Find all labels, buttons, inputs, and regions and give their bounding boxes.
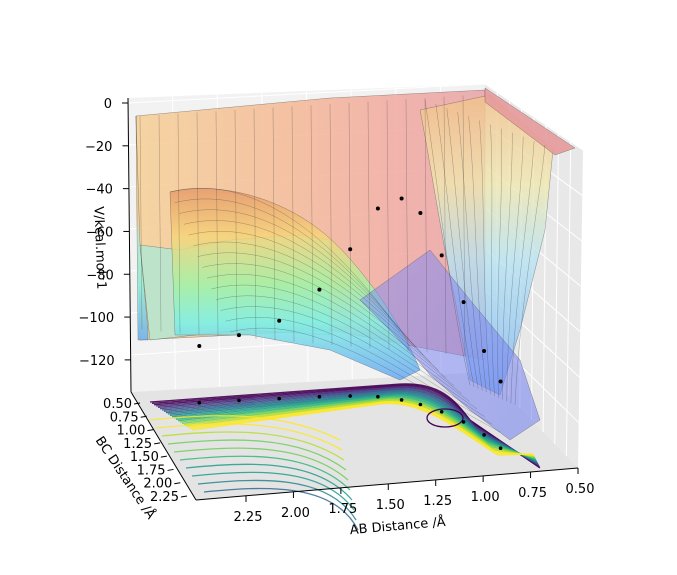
y-tick-mark — [154, 443, 160, 444]
x-tick-label: 2.25 — [234, 510, 263, 525]
trajectory-floor-point — [198, 401, 202, 405]
trajectory-point — [400, 197, 404, 201]
trajectory-floor-point — [440, 410, 444, 414]
trajectory-floor-point — [318, 395, 322, 399]
y-tick-mark — [181, 496, 187, 497]
z-tick-label: −20 — [85, 140, 112, 155]
y-tick-mark — [174, 483, 180, 484]
x-tick-label: 2.00 — [281, 506, 310, 521]
y-tick-mark — [147, 430, 153, 431]
y-tick-mark — [161, 456, 167, 457]
x-tick-label: 1.75 — [328, 502, 357, 517]
trajectory-point — [237, 333, 241, 337]
trajectory-point — [418, 211, 422, 215]
x-axis-label: AB Distance /Å — [349, 514, 446, 538]
trajectory-point — [499, 380, 503, 384]
x-tick-label: 1.00 — [471, 490, 500, 505]
trajectory-point — [348, 247, 352, 251]
trajectory-floor-point — [499, 446, 503, 450]
x-tick-label: 0.50 — [566, 482, 595, 497]
z-tick-label: 0 — [104, 97, 112, 112]
trajectory-floor-point — [277, 397, 281, 401]
trajectory-point — [462, 300, 466, 304]
z-tick-label: −120 — [79, 354, 115, 369]
trajectory-point — [482, 349, 486, 353]
trajectory-point — [376, 207, 380, 211]
trajectory-floor-point — [237, 399, 241, 403]
trajectory-floor-point — [419, 403, 423, 407]
trajectory-point — [277, 319, 281, 323]
x-tick-label: 1.25 — [423, 494, 452, 509]
x-tick-label: 1.50 — [376, 498, 405, 513]
y-tick-mark — [168, 469, 174, 470]
z-axis: 0−20−40−60−80−100−120 V/kcal.mol⁻1 — [79, 97, 131, 392]
trajectory-floor-point — [348, 394, 352, 398]
trajectory-point — [440, 253, 444, 257]
trajectory-point — [317, 288, 321, 292]
trajectory-point — [197, 344, 201, 348]
y-tick-label: 2.25 — [150, 490, 179, 505]
z-tick-label: −40 — [85, 183, 112, 198]
z-tick-label: −100 — [79, 311, 115, 326]
z-axis-label: V/kcal.mol⁻1 — [91, 206, 109, 290]
trajectory-floor-point — [376, 395, 380, 399]
trajectory-floor-point — [462, 420, 466, 424]
trajectory-floor-point — [400, 398, 404, 402]
trajectory-floor-point — [482, 433, 486, 437]
x-tick-label: 0.75 — [518, 486, 547, 501]
